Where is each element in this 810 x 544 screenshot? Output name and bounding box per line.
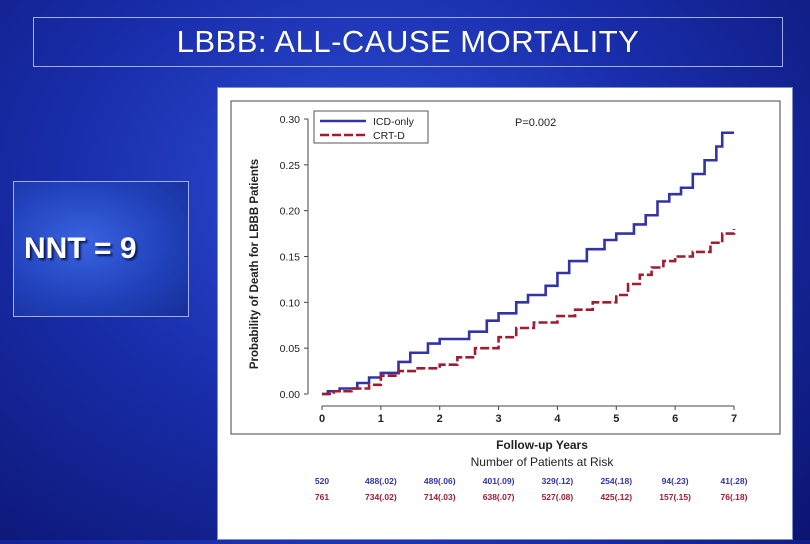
- x-tick-label: 4: [554, 413, 561, 425]
- x-tick-label: 7: [731, 413, 737, 425]
- risk-table-cell: 41(.28): [721, 476, 748, 486]
- risk-table-cell: 488(.02): [365, 476, 397, 486]
- x-tick-label: 6: [672, 413, 678, 425]
- x-tick-label: 3: [496, 413, 502, 425]
- legend-label: CRT-D: [373, 130, 405, 142]
- y-tick-label: 0.10: [280, 297, 301, 309]
- y-tick-label: 0.25: [280, 160, 301, 172]
- risk-table-cell: 94(.23): [662, 476, 689, 486]
- chart-panel: 0.00 0.05 0.10 0.15 0.20 0.25 0.30 0 1 2 3 4 5 6 7 IC…: [217, 87, 793, 540]
- x-tick-label: 1: [378, 413, 384, 425]
- risk-table-cell: 761: [315, 492, 329, 502]
- risk-table-cell: 157(.15): [659, 492, 691, 502]
- x-tick-label: 0: [319, 413, 325, 425]
- series-line-crt-d: [322, 229, 736, 396]
- y-tick-label: 0.00: [280, 389, 301, 401]
- risk-table-cell: 714(.03): [424, 492, 456, 502]
- plot-frame: [230, 100, 781, 435]
- legend-box: [313, 110, 429, 144]
- risk-table-cell: 254(.18): [600, 476, 632, 486]
- risk-table-cell: 401(.09): [483, 476, 515, 486]
- risk-table: 520 488(.02) 489(.06) 401(.09) 329(.12) 254(.…: [315, 476, 748, 502]
- y-axis-label: Probability of Death for LBBB Patients: [249, 159, 261, 369]
- legend: ICD-only CRT-D: [313, 110, 429, 144]
- y-tick-label: 0.15: [280, 252, 301, 264]
- risk-table-cell: 520: [315, 476, 329, 486]
- nnt-label: NNT = 9: [24, 232, 137, 265]
- y-tick-label: 0.30: [280, 114, 301, 126]
- risk-table-cell: 489(.06): [424, 476, 456, 486]
- legend-label: ICD-only: [373, 116, 415, 128]
- risk-table-cell: 425(.12): [600, 492, 632, 502]
- risk-table-cell: 638(.07): [483, 492, 515, 502]
- y-tick-label: 0.20: [280, 206, 301, 218]
- p-value-annotation: P=0.002: [515, 117, 556, 129]
- risk-table-cell: 734(.02): [365, 492, 397, 502]
- y-axis: 0.00 0.05 0.10 0.15 0.20 0.25 0.30: [280, 114, 309, 401]
- series-layer: [322, 131, 736, 396]
- x-axis: 0 1 2 3 4 5 6 7: [319, 405, 737, 425]
- x-axis-label: Follow-up Years: [496, 438, 588, 452]
- slide-title-box: LBBB: ALL-CAUSE MORTALITY: [33, 17, 783, 67]
- risk-table-cell: 527(.08): [542, 492, 574, 502]
- nnt-box: NNT = 9: [13, 181, 189, 317]
- risk-table-cell: 329(.12): [542, 476, 574, 486]
- x-tick-label: 5: [613, 413, 619, 425]
- series-line-icd-only: [322, 131, 734, 396]
- survival-chart: 0.00 0.05 0.10 0.15 0.20 0.25 0.30 0 1 2 3 4 5 6 7 IC…: [230, 100, 781, 502]
- x-tick-label: 2: [437, 413, 443, 425]
- risk-table-cell: 76(.18): [721, 492, 748, 502]
- slide-title: LBBB: ALL-CAUSE MORTALITY: [176, 24, 640, 59]
- risk-table-title: Number of Patients at Risk: [471, 455, 615, 469]
- y-tick-label: 0.05: [280, 343, 301, 355]
